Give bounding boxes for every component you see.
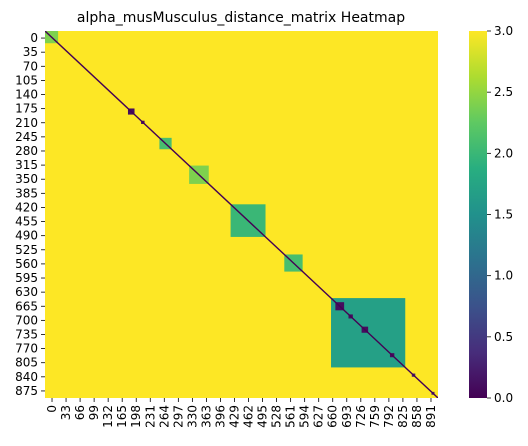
colorbar: 0.0 0.5 1.0 1.5 2.0 2.5 3.0 xyxy=(469,24,513,405)
x-tick-label: 627 xyxy=(312,405,326,428)
y-tick-label: 630 xyxy=(15,285,38,299)
y-tick-label: 770 xyxy=(15,342,38,356)
x-tick-label: 99 xyxy=(87,405,101,420)
x-tick-label: 0 xyxy=(45,405,59,413)
colorbar-gradient xyxy=(469,31,487,398)
colorbar-tick-label: 2.5 xyxy=(494,85,513,99)
heatmap-diagonal xyxy=(45,31,438,398)
y-tick-label: 875 xyxy=(15,384,38,398)
y-tick-label: 175 xyxy=(15,102,38,116)
x-tick-label: 396 xyxy=(213,405,227,428)
x-tick-label: 363 xyxy=(199,405,213,428)
x-tick-label: 297 xyxy=(171,405,185,428)
x-axis: 0 33 66 99 132 165 198 231 264 297 330 363 396 429 462… xyxy=(45,398,438,428)
x-tick-label: 891 xyxy=(424,405,438,428)
y-tick-label: 245 xyxy=(15,130,38,144)
y-tick-label: 455 xyxy=(15,215,38,229)
x-tick-label: 132 xyxy=(101,405,115,428)
x-tick-label: 495 xyxy=(256,405,270,428)
y-axis: 0357010514017521024528031535038542045549… xyxy=(15,31,45,398)
y-tick-label: 525 xyxy=(15,243,38,257)
x-tick-label: 528 xyxy=(270,405,284,428)
colorbar-tick-label: 2.0 xyxy=(494,146,513,160)
x-tick-label: 660 xyxy=(326,405,340,428)
y-tick-label: 315 xyxy=(15,158,38,172)
y-tick-label: 700 xyxy=(15,313,38,327)
y-tick-label: 420 xyxy=(15,200,38,214)
x-tick-label: 726 xyxy=(354,405,368,428)
colorbar-tick-label: 1.0 xyxy=(494,269,513,283)
x-tick-label: 264 xyxy=(157,405,171,428)
y-tick-label: 210 xyxy=(15,116,38,130)
x-tick-label: 66 xyxy=(73,405,87,420)
x-tick-label: 561 xyxy=(284,405,298,428)
y-tick-label: 840 xyxy=(15,370,38,384)
y-tick-label: 385 xyxy=(15,186,38,200)
x-tick-label: 462 xyxy=(242,405,256,428)
heatmap-plot-area xyxy=(45,31,438,398)
x-tick-label: 858 xyxy=(410,405,424,428)
x-tick-label: 330 xyxy=(185,405,199,428)
y-tick-label: 350 xyxy=(15,172,38,186)
y-tick-label: 560 xyxy=(15,257,38,271)
y-tick-label: 140 xyxy=(15,88,38,102)
chart-title: alpha_musMusculus_distance_matrix Heatma… xyxy=(77,10,405,26)
x-tick-label: 759 xyxy=(368,405,382,428)
x-tick-label: 693 xyxy=(340,405,354,428)
y-tick-label: 665 xyxy=(15,299,38,313)
x-tick-label: 33 xyxy=(59,405,73,420)
colorbar-tick-label: 1.5 xyxy=(494,208,513,222)
colorbar-tick-label: 0.5 xyxy=(494,330,513,344)
colorbar-tick-label: 3.0 xyxy=(494,24,513,38)
y-tick-label: 735 xyxy=(15,327,38,341)
y-tick-label: 35 xyxy=(23,45,38,59)
colorbar-tick-label: 0.0 xyxy=(494,391,513,405)
x-tick-label: 792 xyxy=(382,405,396,428)
x-tick-label: 429 xyxy=(227,405,241,428)
y-tick-label: 70 xyxy=(23,59,38,73)
x-tick-label: 594 xyxy=(298,405,312,428)
y-tick-label: 490 xyxy=(15,229,38,243)
y-tick-label: 0 xyxy=(30,31,38,45)
x-tick-label: 825 xyxy=(396,405,410,428)
y-tick-label: 595 xyxy=(15,271,38,285)
y-tick-label: 280 xyxy=(15,144,38,158)
y-tick-label: 805 xyxy=(15,356,38,370)
x-tick-label: 198 xyxy=(129,405,143,428)
x-tick-label: 231 xyxy=(143,405,157,428)
x-tick-label: 165 xyxy=(115,405,129,428)
y-tick-label: 105 xyxy=(15,73,38,87)
